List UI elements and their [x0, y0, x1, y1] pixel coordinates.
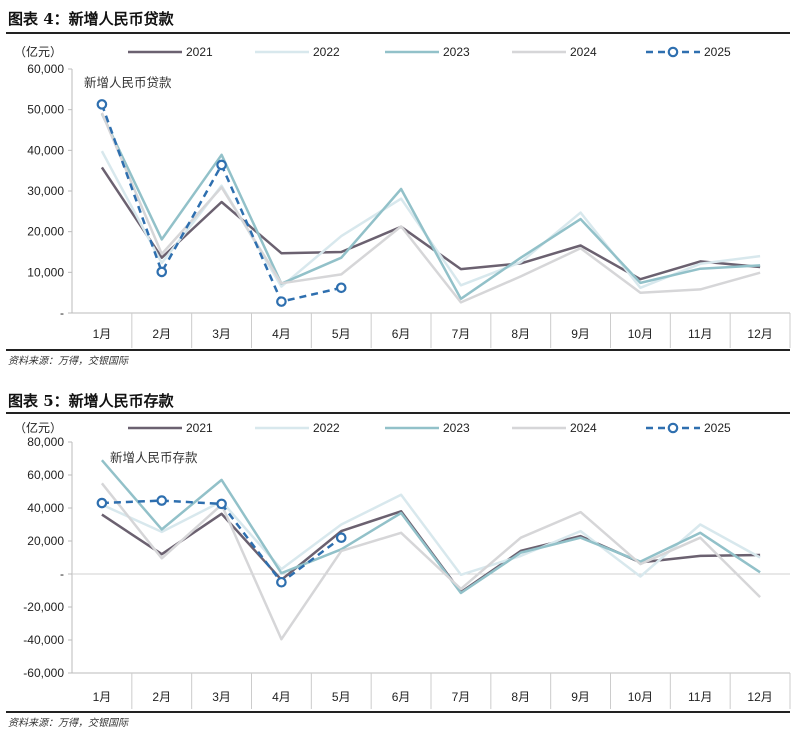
deposits-chart: -60,000-40,000-20,000-20,00040,00060,000…	[14, 420, 791, 709]
data-point-2025	[216, 159, 227, 171]
x-tick-label: 1月	[93, 690, 112, 704]
series-line-2023	[100, 113, 761, 301]
y-axis-unit-label: （亿元）	[14, 44, 62, 59]
x-tick-label: 9月	[571, 690, 590, 704]
data-point-2025	[335, 282, 347, 294]
x-tick-label: 12月	[747, 690, 772, 704]
x-tick-label: 12月	[747, 327, 772, 341]
figure-5-bottom-rule	[6, 711, 790, 713]
x-tick-label: 6月	[392, 690, 411, 704]
figure-5-source: 资料来源：万得，交银国际	[8, 718, 128, 729]
x-tick-label: 4月	[272, 327, 291, 341]
x-tick-label: 7月	[452, 327, 471, 341]
chart-inner-title: 新增人民币存款	[110, 450, 198, 465]
figure-4-top-rule	[6, 32, 790, 34]
chart-inner-title: 新增人民币贷款	[84, 75, 172, 90]
figure-4-source: 资料来源：万得，交银国际	[8, 356, 128, 367]
data-point-2025	[335, 532, 347, 543]
legend-label-2021: 2021	[186, 45, 213, 59]
data-point-2025	[276, 296, 287, 307]
legend-marker-2025	[667, 422, 679, 434]
legend-label-2025: 2025	[704, 45, 731, 59]
x-tick-label: 8月	[511, 327, 530, 341]
x-tick-label: 3月	[212, 690, 231, 704]
series-line-2022	[101, 493, 761, 578]
x-tick-label: 11月	[688, 327, 712, 341]
x-tick-label: 3月	[212, 327, 231, 341]
data-point-2025	[216, 498, 227, 510]
x-tick-label: 5月	[332, 690, 351, 704]
legend-label-2025: 2025	[704, 421, 731, 435]
series-line-2022	[100, 150, 761, 290]
data-point-2025	[156, 495, 168, 506]
y-tick-label: -20,000	[23, 600, 64, 614]
series-line-2023	[100, 459, 761, 595]
x-tick-label: 10月	[628, 690, 653, 704]
figure-4-bottom-rule	[6, 349, 790, 351]
data-point-2025	[156, 266, 168, 278]
y-tick-label: 60,000	[27, 62, 64, 76]
legend-label-2021: 2021	[186, 421, 213, 435]
x-tick-label: 9月	[571, 327, 590, 341]
legend-label-2023: 2023	[443, 421, 470, 435]
y-tick-label: -40,000	[23, 633, 64, 647]
y-tick-label: 20,000	[27, 534, 64, 548]
legend-label-2022: 2022	[313, 421, 340, 435]
x-tick-label: 2月	[152, 690, 171, 704]
y-axis-unit-label: （亿元）	[14, 420, 62, 435]
loans-chart: - 10,000 20,000 30,000 40,000 50,000 60,000 1月 2…	[14, 44, 791, 348]
x-tick-label: 8月	[511, 690, 530, 704]
y-tick-label: 30,000	[27, 184, 64, 198]
y-tick-label: 50,000	[27, 103, 64, 117]
legend-label-2023: 2023	[443, 45, 470, 59]
series-line-2024	[100, 112, 761, 304]
series-line-2025	[101, 499, 343, 584]
y-tick-label: 40,000	[27, 143, 64, 157]
y-tick-label: 80,000	[27, 435, 64, 449]
y-tick-label: 40,000	[27, 501, 64, 515]
y-tick-label: 20,000	[27, 225, 64, 239]
series-line-2021	[100, 166, 761, 281]
y-tick-label: 60,000	[27, 468, 64, 482]
data-point-2025	[276, 576, 287, 588]
x-tick-label: 10月	[628, 327, 653, 341]
x-tick-label: 11月	[688, 690, 712, 704]
x-tick-label: 5月	[332, 327, 351, 341]
x-tick-label: 1月	[93, 327, 112, 341]
figure-5-title: 图表 5：新增人民币存款	[8, 392, 174, 410]
data-point-2025	[96, 99, 108, 110]
x-tick-label: 6月	[392, 327, 411, 341]
legend-marker-2025	[667, 46, 679, 58]
figure-4-title: 图表 4：新增人民币贷款	[8, 10, 174, 28]
x-tick-label: 4月	[272, 690, 291, 704]
y-tick-label: 10,000	[27, 265, 64, 279]
legend-label-2024: 2024	[570, 45, 597, 59]
y-tick-label: -	[60, 306, 64, 320]
legend-label-2022: 2022	[313, 45, 340, 59]
series-line-2024	[100, 482, 761, 641]
y-tick-label: -	[60, 567, 64, 581]
x-tick-label: 7月	[452, 690, 471, 704]
figure-5-top-rule	[6, 412, 790, 414]
x-tick-label: 2月	[152, 327, 171, 341]
y-tick-label: -60,000	[23, 666, 64, 680]
data-point-2025	[96, 497, 108, 509]
legend-label-2024: 2024	[570, 421, 597, 435]
